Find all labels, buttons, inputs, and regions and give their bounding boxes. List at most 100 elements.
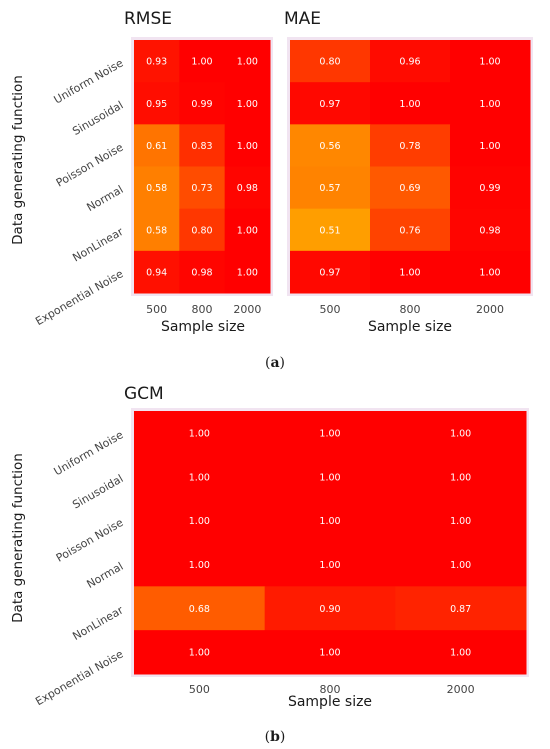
- rmse-x-axis-title: Sample size: [161, 319, 245, 335]
- rmse-cell: [224, 250, 271, 294]
- rmse-cell: [224, 40, 271, 83]
- gcm-cell-label: 1.00: [450, 648, 471, 659]
- rmse-cell-label: 0.58: [146, 183, 167, 194]
- gcm-cell-label: 1.00: [319, 472, 340, 483]
- gcm-cell-label: 1.00: [450, 516, 471, 527]
- rmse-cell-label: 1.00: [237, 141, 258, 152]
- rmse-y-tick-label: Sinusoidal: [70, 99, 125, 138]
- rmse-cell: [134, 208, 180, 252]
- gcm-cell-label: 1.00: [319, 560, 340, 571]
- mae-cell: [290, 208, 371, 252]
- gcm-cell: [264, 411, 396, 456]
- rmse-cell-label: 0.73: [191, 183, 212, 194]
- rmse-cell: [179, 208, 226, 252]
- rmse-cell-label: 0.99: [191, 99, 212, 110]
- rmse-cell: [179, 250, 226, 294]
- gcm-title: GCM: [124, 384, 164, 404]
- rmse-cell: [134, 166, 180, 210]
- mae-cell: [290, 250, 371, 294]
- rmse-cell-label: 1.00: [237, 99, 258, 110]
- rmse-cell: [134, 82, 180, 125]
- rmse-x-tick-label: 800: [192, 303, 213, 316]
- rmse-cell: [224, 82, 271, 125]
- gcm-cell: [134, 542, 266, 587]
- mae-cell: [290, 40, 371, 83]
- rmse-cell-label: 1.00: [237, 225, 258, 236]
- gcm-cell: [264, 542, 396, 587]
- rmse-cell-label: 0.95: [146, 99, 167, 110]
- mae-cell: [370, 250, 451, 294]
- rmse-y-tick-label: NonLinear: [70, 225, 126, 265]
- caption-a-letter: a: [270, 355, 279, 371]
- mae-cell-label: 0.56: [319, 141, 340, 152]
- mae-x-axis-title: Sample size: [368, 319, 452, 335]
- gcm-cell-label: 1.00: [450, 428, 471, 439]
- gcm-cell: [264, 586, 396, 631]
- gcm-cell-label: 1.00: [189, 472, 210, 483]
- mae-title: MAE: [284, 9, 321, 29]
- gcm-cell-label: 1.00: [319, 516, 340, 527]
- rmse-cell: [224, 124, 271, 167]
- gcm-y-tick-label: Normal: [85, 560, 126, 591]
- mae-cell: [450, 40, 531, 83]
- rmse-cell-label: 0.61: [146, 141, 167, 152]
- mae-cell: [290, 124, 371, 167]
- mae-cell-label: 0.97: [319, 99, 340, 110]
- mae-cell-label: 0.78: [399, 141, 420, 152]
- mae-cell-label: 0.96: [399, 57, 420, 68]
- rmse-cell-label: 0.98: [237, 183, 258, 194]
- rmse-x-tick-label: 2000: [233, 303, 261, 316]
- rmse-cell: [179, 166, 226, 210]
- gcm-x-tick-label: 2000: [447, 683, 475, 696]
- rmse-cell-label: 0.98: [191, 267, 212, 278]
- rmse-title: RMSE: [124, 9, 172, 29]
- gcm-y-tick-label: NonLinear: [70, 603, 126, 643]
- mae-cell: [290, 166, 371, 210]
- gcm-cell: [264, 498, 396, 543]
- mae-cell-label: 0.76: [399, 225, 420, 236]
- mae-x-tick-label: 800: [400, 303, 421, 316]
- mae-cell: [370, 40, 451, 83]
- mae-cell-label: 0.80: [319, 57, 340, 68]
- rmse-cell: [134, 40, 180, 83]
- rmse-heatmap: 0.93 1.00 1.00 0.95 0.99 1.00 0.61 0.83 1.00 0.58…: [33, 37, 273, 328]
- rmse-cell-label: 0.80: [191, 225, 212, 236]
- gcm-cell-label: 1.00: [189, 648, 210, 659]
- gcm-cell-label: 1.00: [450, 472, 471, 483]
- mae-cell: [370, 124, 451, 167]
- mae-x-tick-label: 500: [320, 303, 341, 316]
- gcm-cell: [395, 586, 527, 631]
- rmse-cell-label: 0.58: [146, 225, 167, 236]
- rmse-cell-label: 1.00: [237, 267, 258, 278]
- gcm-cell-label: 1.00: [319, 428, 340, 439]
- mae-x-tick-label: 2000: [476, 303, 504, 316]
- mae-cell-label: 1.00: [479, 141, 500, 152]
- mae-cell: [450, 208, 531, 252]
- gcm-cell-label: 0.87: [450, 604, 471, 615]
- rmse-cell-label: 0.94: [146, 267, 167, 278]
- rmse-cell-label: 1.00: [191, 57, 212, 68]
- gcm-cell-label: 1.00: [319, 648, 340, 659]
- gcm-cell-label: 0.68: [189, 604, 210, 615]
- gcm-x-tick-label: 800: [320, 683, 341, 696]
- gcm-x-axis-title: Sample size: [288, 694, 372, 710]
- rmse-cell: [179, 82, 226, 125]
- gcm-cell-label: 1.00: [189, 516, 210, 527]
- mae-cell-label: 1.00: [479, 267, 500, 278]
- rmse-y-tick-label: Poisson Noise: [54, 141, 126, 190]
- gcm-cell: [395, 454, 527, 500]
- gcm-cell: [134, 586, 266, 631]
- rmse-cell-label: 1.00: [237, 57, 258, 68]
- rmse-x-tick-label: 500: [146, 303, 167, 316]
- gcm-cell: [395, 411, 527, 456]
- mae-cell-label: 1.00: [479, 99, 500, 110]
- rmse-y-tick-label: Uniform Noise: [52, 56, 126, 106]
- rmse-cell: [134, 250, 180, 294]
- mae-cell-label: 1.00: [399, 99, 420, 110]
- gcm-cell: [134, 630, 266, 675]
- rmse-cell: [224, 166, 271, 210]
- gcm-cell: [134, 454, 266, 500]
- rmse-cell: [224, 208, 271, 252]
- mae-cell: [370, 166, 451, 210]
